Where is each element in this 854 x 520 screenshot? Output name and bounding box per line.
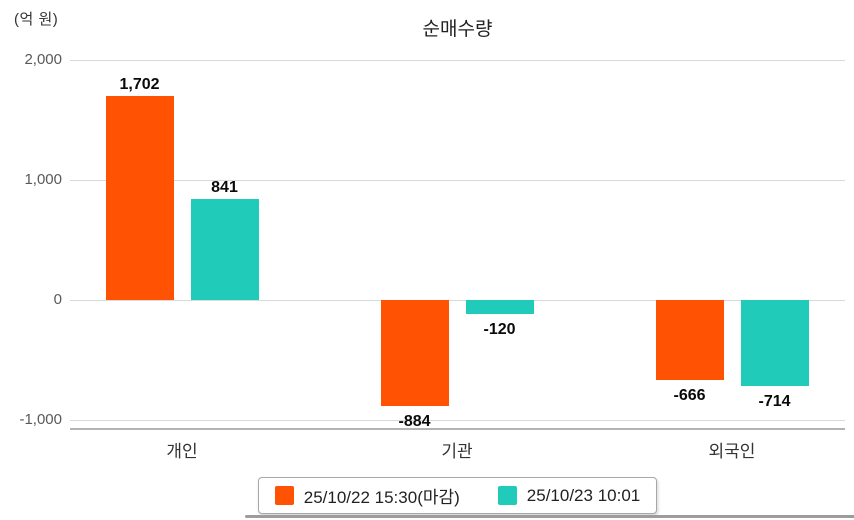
x-category-label-기관: 기관	[441, 442, 473, 461]
legend-item-series1[interactable]: 25/10/22 15:30(마감)	[274, 483, 460, 508]
value-label-s1-외국인: -666	[673, 387, 706, 404]
y-tick-2,000: 2,000	[24, 51, 62, 68]
y-tick-1,000: 1,000	[24, 171, 62, 188]
y-tick--1,000: -1,000	[19, 411, 62, 428]
value-label-s1-개인: 1,702	[119, 76, 160, 93]
x-category-label-개인: 개인	[166, 442, 198, 461]
value-label-s2-기관: -120	[483, 321, 516, 338]
gridline--1,000	[70, 420, 845, 421]
gridline-2,000	[70, 60, 845, 61]
legend: 25/10/22 15:30(마감) 25/10/23 10:01	[70, 477, 845, 514]
legend-box: 25/10/22 15:30(마감) 25/10/23 10:01	[257, 477, 658, 514]
legend-item-series2[interactable]: 25/10/23 10:01	[497, 485, 641, 506]
value-label-s2-외국인: -714	[758, 393, 791, 410]
series1-swatch-icon	[274, 486, 294, 505]
chart-title: 순매수량	[422, 19, 493, 40]
y-tick-0: 0	[53, 291, 62, 308]
series2-swatch-icon	[497, 486, 517, 505]
legend-label-series1: 25/10/22 15:30(마감)	[303, 488, 460, 507]
gridline-1,000	[70, 180, 845, 181]
chart-bar-s2-외국인	[740, 300, 809, 386]
chart-bar-s1-외국인	[655, 300, 724, 380]
y-axis-unit-label: (억 원)	[14, 11, 59, 28]
value-label-s2-개인: 841	[211, 179, 238, 196]
chart-bar-s1-기관	[380, 300, 449, 406]
chart-bar-s1-개인	[105, 96, 174, 300]
chart-bar-s2-기관	[465, 300, 534, 314]
legend-label-series2: 25/10/23 10:01	[526, 485, 641, 505]
chart-bar-s2-개인	[190, 199, 259, 300]
bottom-divider	[245, 515, 854, 518]
x-axis-line	[70, 428, 845, 430]
value-label-s1-기관: -884	[398, 413, 431, 430]
gridline-0	[70, 300, 845, 301]
x-category-label-외국인: 외국인	[708, 442, 756, 461]
